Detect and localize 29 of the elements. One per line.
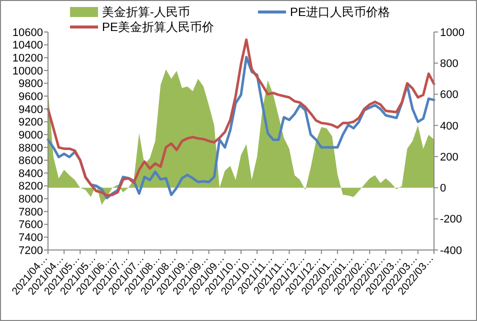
y-tick-label: 9200 [18,116,43,129]
y-tick-label: 9000 [18,129,43,142]
legend-label: 美金折算-人民币 [102,5,190,20]
y2-tick-label: 1000 [440,26,464,39]
y-tick-label: 10600 [12,26,43,39]
y-tick-label: 10000 [12,65,43,78]
y-tick-label: 8800 [18,142,43,154]
y-tick-label: 8400 [18,168,43,180]
y-tick-label: 9400 [18,104,43,116]
legend-label: PE进口人民币价格 [290,5,390,20]
y-tick-label: 7800 [18,206,43,218]
y-tick-label: 8200 [18,180,43,193]
y2-tick-label: 0 [440,182,446,195]
y-tick-label: 8000 [18,194,43,206]
y2-tick-label: 400 [440,120,458,132]
y2-tick-label: 600 [440,89,458,102]
y2-tick-label: 200 [440,151,458,164]
y2-tick-label: -200 [440,214,462,226]
y-tick-label: 7400 [18,232,43,244]
legend-label: PE美金折算人民币价 [102,20,214,34]
y-tick-label: 9600 [18,90,43,103]
y-tick-label: 9800 [18,78,43,90]
y-tick-label: 8600 [18,155,43,168]
y-tick-label: 7600 [18,219,43,232]
y2-tick-label: 800 [440,58,458,70]
y-tick-label: 10400 [12,40,43,52]
y-tick-label: 10200 [12,52,43,64]
y-tick-label: 7200 [18,244,43,257]
y2-tick-label: -400 [440,244,462,257]
